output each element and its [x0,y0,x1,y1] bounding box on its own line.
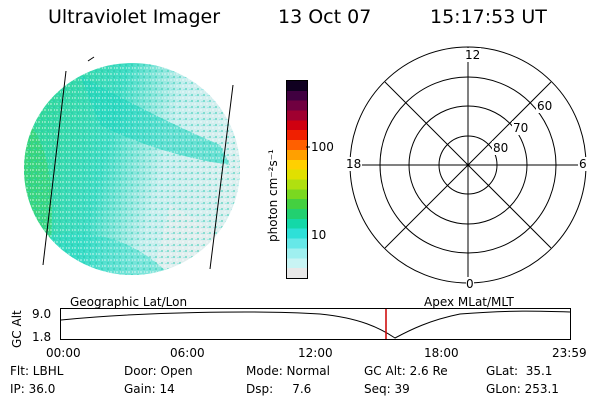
polar-label-12: 12 [464,48,482,62]
colorbar [286,80,308,279]
status-dsp: Dsp: 7.6 [246,382,312,396]
colorbar-label: photon cm⁻²s⁻¹ [266,149,280,242]
polar-label-6: 6 [578,157,588,171]
status-seq: Seq: 39 [364,382,410,396]
instrument-title: Ultraviolet Imager [48,6,221,28]
timeline-right-label: Apex MLat/MLT [424,295,514,309]
polar-lat-60: 60 [536,99,554,113]
polar-label-0: 0 [466,277,474,291]
polar-lat-70: 70 [512,121,530,135]
time-label: 15:17:53 UT [430,6,547,28]
colorbar-tick-100: 100 [311,140,334,154]
colorbar-tick-marks [306,146,310,148]
status-ip: IP: 36.0 [10,382,56,396]
timeline-left-label: Geographic Lat/Lon [70,295,188,309]
timeline-ytick-1-8: 1.8 [32,330,52,344]
auroral-image [24,56,240,275]
timeline-plot [60,308,571,340]
colorbar-tick-10: 10 [311,228,327,242]
timeline-xtick-1200: 12:00 [298,346,333,360]
status-gain: Gain: 14 [124,382,175,396]
status-gc-alt: GC Alt: 2.6 Re [364,364,448,378]
timeline-ytick-9: 9.0 [32,307,52,321]
polar-label-18: 18 [345,157,363,171]
timeline-xtick-2359: 23:59 [552,346,587,360]
timeline-xtick-1800: 18:00 [424,346,459,360]
status-filter: Flt: LBHL [10,364,64,378]
date-label: 13 Oct 07 [278,6,372,28]
polar-grid [349,46,587,284]
status-glon: GLon: 253.1 [486,382,559,396]
timeline-xtick-0000: 00:00 [46,346,81,360]
status-door: Door: Open [124,364,193,378]
polar-lat-80: 80 [492,141,510,155]
timeline-ylabel: GC Alt [10,310,24,348]
status-mode: Mode: Normal [246,364,330,378]
status-glat: GLat: 35.1 [486,364,553,378]
timeline-xtick-0600: 06:00 [170,346,205,360]
